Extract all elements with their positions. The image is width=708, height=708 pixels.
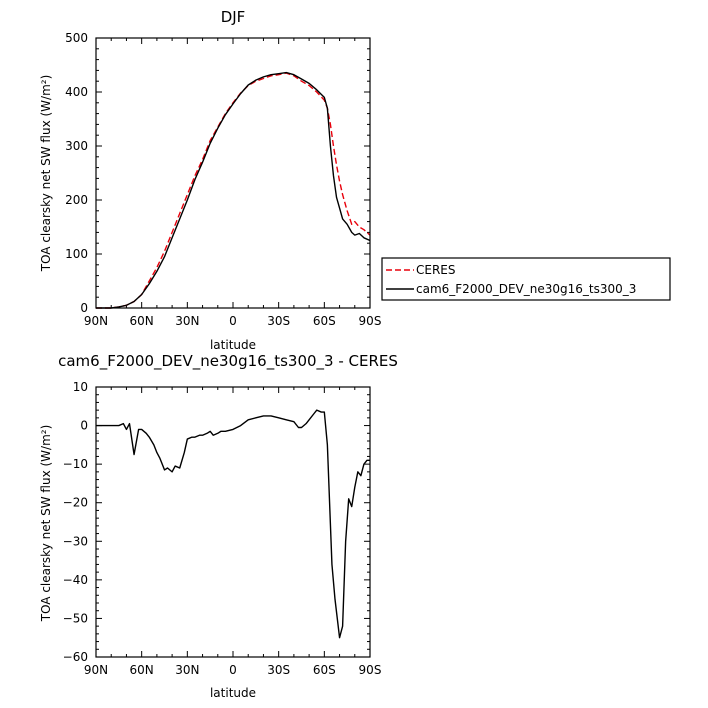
bottom-panel-ticks: 90N 60N 30N 0 30S 60S 90S −60 −50 −40 −30 −20 −10 0 10 <box>63 380 382 677</box>
bottom-panel-ytick-label: −10 <box>63 457 88 471</box>
top-panel-xlabel: latitude <box>210 338 256 352</box>
top-panel-series-model-line <box>96 71 371 309</box>
top-panel-xtick-label: 60N <box>130 314 154 328</box>
bottom-panel-ylabel: TOA clearsky net SW flux (W/m²) <box>39 425 53 623</box>
top-panel-xtick-label: 30N <box>175 314 199 328</box>
bottom-panel-frame <box>95 386 371 658</box>
top-panel-title: DJF <box>221 8 246 26</box>
bottom-panel-ytick-label: 0 <box>80 419 88 433</box>
top-panel-xtick-label: 90S <box>359 314 382 328</box>
bottom-panel-xtick-label: 60S <box>313 663 336 677</box>
legend-frame <box>381 257 671 301</box>
bottom-panel-xlabel: latitude <box>210 686 256 700</box>
bottom-panel-ytick-label: −60 <box>63 650 88 664</box>
top-panel-xtick-label: 30S <box>267 314 290 328</box>
bottom-panel-xtick-label: 30N <box>175 663 199 677</box>
bottom-panel-title: cam6_F2000_DEV_ne30g16_ts300_3 - CERES <box>58 352 398 371</box>
legend-label-ceres: CERES <box>416 263 456 277</box>
bottom-panel-ytick-label: −40 <box>63 573 88 587</box>
bottom-panel-xtick-label: 90N <box>84 663 108 677</box>
top-panel-ytick-label: 500 <box>65 31 88 45</box>
top-panel-ticks: 90N 60N 30N 0 30S 60S 90S 0 100 200 300 400 500 <box>65 31 381 328</box>
top-panel-ytick-label: 400 <box>65 85 88 99</box>
top-panel-ylabel: TOA clearsky net SW flux (W/m²) <box>39 75 53 273</box>
top-panel-ytick-label: 200 <box>65 193 88 207</box>
top-panel-ytick-label: 0 <box>80 301 88 315</box>
top-panel-xtick-label: 90N <box>84 314 108 328</box>
top-panel-ytick-label: 300 <box>65 139 88 153</box>
bottom-panel-ytick-label: −50 <box>63 611 88 625</box>
top-panel-xtick-label: 60S <box>313 314 336 328</box>
bottom-panel: cam6_F2000_DEV_ne30g16_ts300_3 - CERES 9… <box>39 352 398 700</box>
bottom-panel-series <box>96 409 370 639</box>
legend: CERES cam6_F2000_DEV_ne30g16_ts300_3 <box>381 257 671 301</box>
top-panel-ytick-label: 100 <box>65 247 88 261</box>
legend-label-model: cam6_F2000_DEV_ne30g16_ts300_3 <box>416 282 636 296</box>
bottom-panel-ytick-label: −20 <box>63 496 88 510</box>
bottom-panel-xtick-label: 60N <box>130 663 154 677</box>
bottom-panel-xtick-label: 0 <box>229 663 237 677</box>
bottom-panel-series-model-line <box>96 409 370 639</box>
bottom-panel-ytick-label: −30 <box>63 534 88 548</box>
top-panel-series <box>96 71 371 309</box>
top-panel-frame <box>95 37 371 309</box>
bottom-panel-ytick-label: 10 <box>73 380 88 394</box>
bottom-panel-xtick-label: 90S <box>359 663 382 677</box>
top-panel-xtick-label: 0 <box>229 314 237 328</box>
top-panel-series-ceres-line <box>96 72 371 309</box>
bottom-panel-xtick-label: 30S <box>267 663 290 677</box>
top-panel: DJF 90N 60N 30N 0 30S 60S 90S0100200300400500 … <box>39 8 381 352</box>
